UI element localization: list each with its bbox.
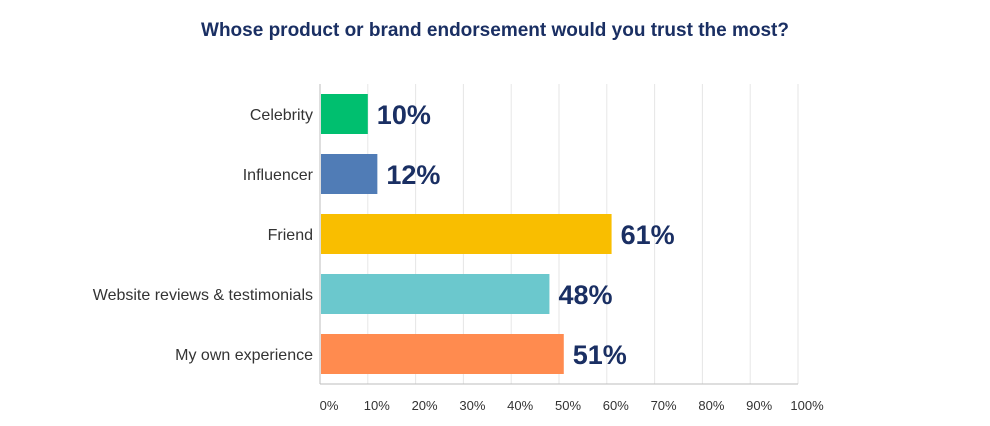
data-label: 10% (377, 100, 431, 130)
x-tick-label: 70% (651, 398, 677, 413)
bar (321, 94, 368, 134)
data-label: 51% (573, 340, 627, 370)
x-tick-label: 10% (364, 398, 390, 413)
data-label: 12% (386, 160, 440, 190)
category-label: Friend (268, 227, 313, 244)
bar (321, 154, 378, 194)
x-tick-label: 0% (320, 398, 339, 413)
chart-title: Whose product or brand endorsement would… (201, 20, 789, 41)
x-tick-label: 80% (698, 398, 724, 413)
bar (321, 214, 612, 254)
bar (321, 334, 564, 374)
x-tick-label: 20% (412, 398, 438, 413)
bar (321, 274, 550, 314)
category-label: Website reviews & testimonials (93, 287, 313, 304)
category-label: Celebrity (250, 107, 313, 124)
data-label: 48% (558, 280, 612, 310)
x-tick-label: 50% (555, 398, 581, 413)
x-tick-label: 40% (507, 398, 533, 413)
x-tick-label: 90% (746, 398, 772, 413)
category-label: Influencer (243, 167, 314, 184)
x-tick-label: 100% (790, 398, 824, 413)
x-tick-label: 60% (603, 398, 629, 413)
data-label: 61% (621, 220, 675, 250)
x-tick-label: 30% (459, 398, 485, 413)
category-label: My own experience (175, 347, 313, 364)
